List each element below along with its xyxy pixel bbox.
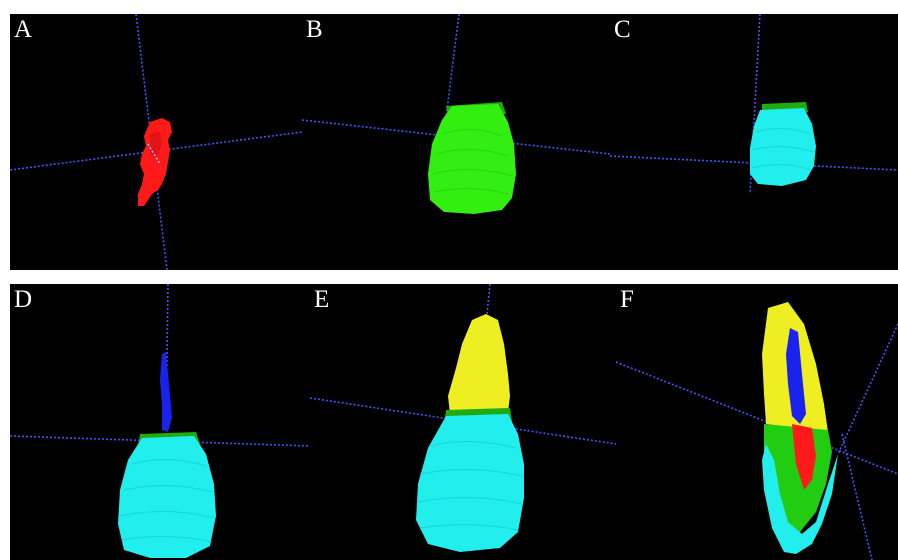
panel-e: E (310, 284, 616, 560)
panel-f-render (616, 302, 898, 560)
panel-label-e: E (314, 286, 330, 313)
panel-label-d: D (14, 286, 33, 313)
panel-label-a: A (14, 16, 33, 43)
panel-a-render (10, 14, 302, 270)
blue-canal (160, 352, 172, 432)
panel-d-render (10, 284, 310, 558)
panel-label-b: B (306, 16, 323, 43)
green-contours (431, 129, 513, 195)
cyan-contours (119, 458, 215, 543)
cyan-contours (417, 441, 523, 531)
red-shade (150, 132, 162, 160)
panel-b-render (302, 14, 610, 214)
yellow-root (448, 314, 510, 414)
cyan-enamel (762, 444, 838, 554)
cyan-tooth (416, 414, 524, 552)
red-segment (138, 118, 172, 206)
axis-line (837, 323, 898, 455)
axis-line (841, 433, 873, 560)
panel-label-c: C (614, 16, 631, 43)
panel-b: B (302, 14, 610, 270)
panel-label-f: F (620, 286, 634, 313)
panel-d: D (10, 284, 310, 560)
axis-line (10, 131, 302, 171)
red-pulp (792, 424, 816, 490)
panel-c: C (610, 14, 898, 270)
cyan-tooth (118, 436, 216, 558)
axis-line (165, 284, 169, 433)
cyan-contours (751, 128, 815, 171)
panel-a: A (10, 14, 302, 270)
axis-line (616, 361, 898, 475)
axis-line (310, 397, 616, 445)
blue-canal (786, 328, 806, 424)
panel-c-render (610, 14, 898, 195)
panel-f: F (616, 284, 898, 560)
panel-e-render (310, 284, 616, 552)
green-tooth (428, 104, 516, 214)
